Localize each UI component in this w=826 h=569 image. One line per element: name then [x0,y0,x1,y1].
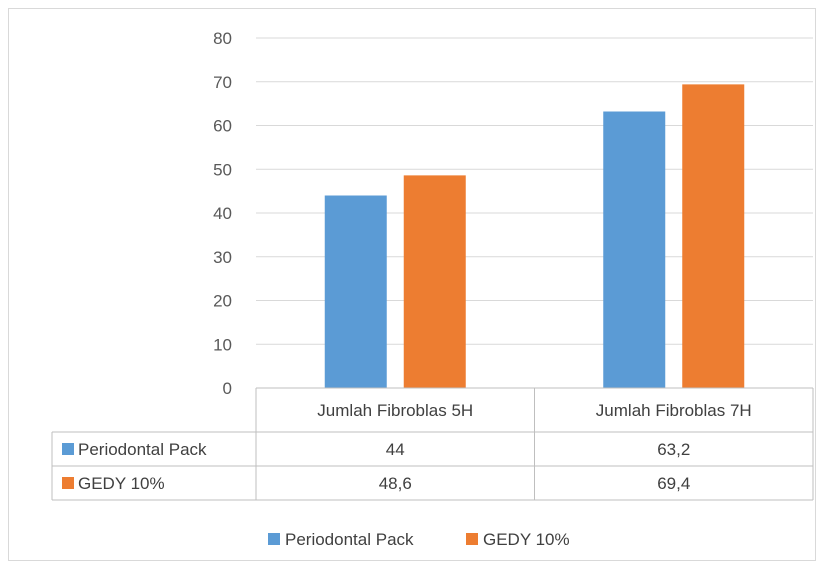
table-series-label: GEDY 10% [78,474,165,493]
table-legend-key [62,477,74,489]
table-category-header: Jumlah Fibroblas 7H [596,401,752,420]
legend-key [268,533,280,545]
table-value-cell: 48,6 [379,474,412,493]
legend-label: GEDY 10% [483,530,570,549]
bar-gedy-10--1 [403,175,466,388]
y-tick-label: 20 [213,292,232,311]
y-tick-label: 10 [213,335,232,354]
table-category-header: Jumlah Fibroblas 5H [317,401,473,420]
bar-periodontal-pack-1 [324,195,387,388]
table-value-cell: 63,2 [657,440,690,459]
legend-key [466,533,478,545]
table-value-cell: 44 [386,440,405,459]
y-tick-label: 70 [213,73,232,92]
y-tick-label: 60 [213,117,232,136]
y-tick-label: 0 [223,379,232,398]
bar-gedy-10--2 [682,84,745,388]
table-series-label: Periodontal Pack [78,440,207,459]
y-tick-label: 80 [213,29,232,48]
y-tick-label: 50 [213,160,232,179]
y-tick-label: 30 [213,248,232,267]
bar-periodontal-pack-2 [603,111,666,388]
y-tick-label: 40 [213,204,232,223]
table-value-cell: 69,4 [657,474,690,493]
legend-label: Periodontal Pack [285,530,414,549]
table-legend-key [62,443,74,455]
